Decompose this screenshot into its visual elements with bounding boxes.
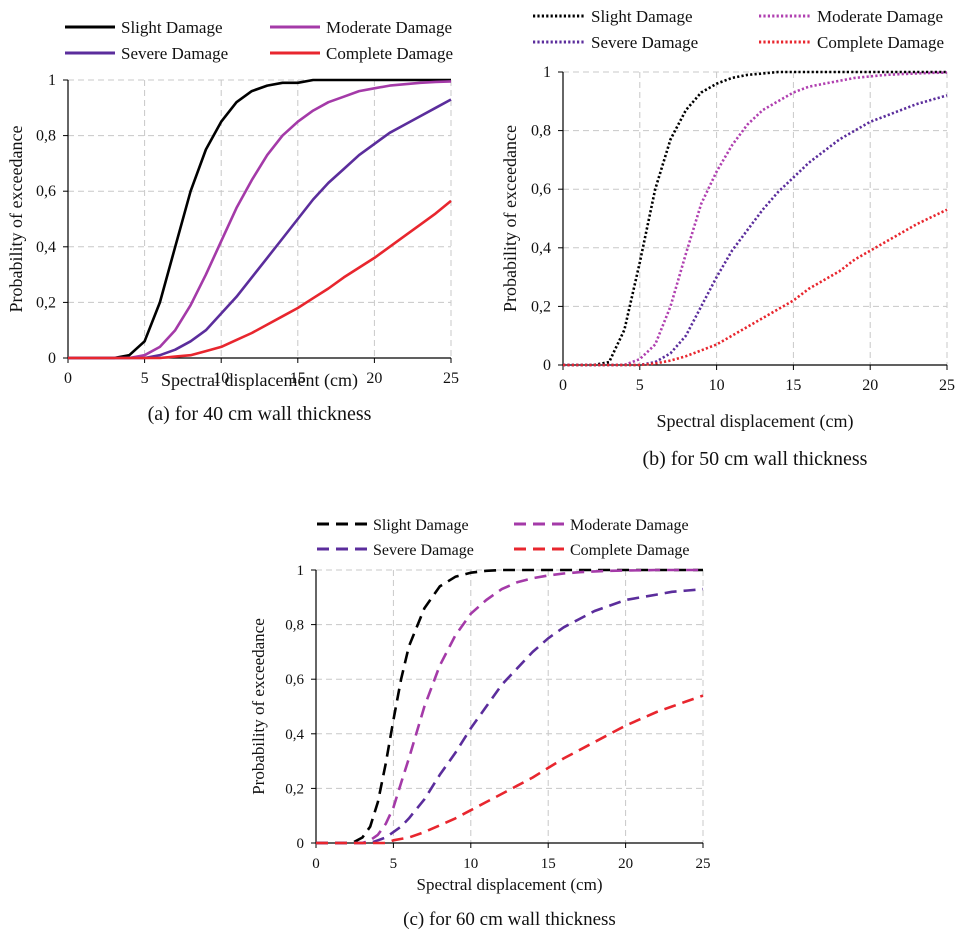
x-tick-label: 5 (390, 856, 398, 872)
series-line-slight-damage (563, 70, 947, 367)
series-line-complete-damage (68, 199, 452, 360)
y-tick-label: 0,8 (36, 128, 56, 145)
y-tick-label: 0,6 (36, 183, 56, 200)
x-tick-label: 20 (862, 377, 878, 394)
series-line-complete-damage (316, 694, 704, 845)
chart-caption: (c) for 60 cm wall thickness (403, 909, 616, 930)
legend-label: Moderate Damage (817, 7, 943, 26)
y-axis-label: Probability of exceedance (500, 125, 520, 312)
x-tick-label: 20 (366, 370, 382, 387)
legend-label: Complete Damage (326, 44, 453, 63)
series-line-complete-damage (563, 208, 948, 367)
legend-label: Severe Damage (121, 44, 228, 63)
legend-label: Complete Damage (817, 33, 944, 52)
series-line-severe-damage (316, 587, 704, 845)
y-tick-label: 1 (543, 64, 551, 81)
legend-label: Severe Damage (373, 542, 474, 559)
y-tick-label: 0,6 (285, 672, 304, 688)
y-tick-label: 0,8 (285, 618, 304, 634)
legend-label: Slight Damage (121, 18, 223, 37)
series-line-severe-damage (563, 94, 948, 367)
y-tick-label: 0,8 (531, 123, 551, 140)
y-tick-label: 0 (297, 836, 305, 852)
chart-caption: (b) for 50 cm wall thickness (643, 448, 868, 470)
x-tick-label: 15 (541, 856, 556, 872)
y-axis-label: Probability of exceedance (6, 126, 26, 313)
chart-2: 0 5 10 15 20 25 0 0,2 0,4 0,6 0,8 1 Spectral displac… (249, 517, 711, 930)
legend-label: Complete Damage (570, 542, 690, 559)
x-tick-label: 10 (709, 377, 725, 394)
legend-label: Slight Damage (373, 517, 469, 534)
legend-label: Moderate Damage (326, 18, 452, 37)
x-tick-label: 15 (785, 377, 801, 394)
x-axis-label: Spectral displacement (cm) (657, 411, 854, 432)
series-line-severe-damage (68, 98, 452, 360)
x-tick-label: 15 (290, 370, 306, 387)
chart-1: 0 5 10 15 20 25 0 0,2 0,4 0,6 0,8 1 Spectral displac… (500, 7, 955, 470)
x-tick-label: 0 (64, 370, 72, 387)
series-line-slight-damage (68, 78, 451, 360)
y-tick-label: 0,4 (531, 240, 551, 257)
y-axis-label: Probability of exceedance (249, 618, 268, 795)
x-tick-label: 25 (939, 377, 955, 394)
y-tick-label: 0,6 (531, 181, 551, 198)
y-tick-label: 1 (48, 72, 56, 89)
chart-0: 0 5 10 15 20 25 0 0,2 0,4 0,6 0,8 1 Spectral displac… (6, 18, 459, 425)
x-tick-label: 10 (463, 856, 478, 872)
x-tick-label: 5 (636, 377, 644, 394)
y-tick-label: 0,2 (285, 781, 304, 797)
x-tick-label: 5 (141, 370, 149, 387)
series-line-moderate-damage (563, 71, 948, 367)
series-line-slight-damage (316, 568, 703, 845)
y-tick-label: 0 (543, 357, 551, 374)
x-tick-label: 20 (618, 856, 633, 872)
series-line-moderate-damage (316, 568, 703, 845)
y-tick-label: 0,2 (36, 294, 56, 311)
x-axis-label: Spectral displacement (cm) (161, 370, 358, 391)
x-tick-label: 0 (559, 377, 567, 394)
y-tick-label: 0 (48, 350, 56, 367)
x-axis-label: Spectral displacement (cm) (417, 875, 603, 894)
x-tick-label: 25 (696, 856, 711, 872)
chart-caption: (a) for 40 cm wall thickness (148, 403, 372, 425)
y-tick-label: 0,4 (285, 727, 304, 743)
x-tick-label: 10 (213, 370, 229, 387)
x-tick-label: 25 (443, 370, 459, 387)
x-tick-label: 0 (312, 856, 320, 872)
y-tick-label: 0,4 (36, 239, 56, 256)
series-line-moderate-damage (68, 80, 452, 360)
y-tick-label: 1 (297, 563, 305, 579)
legend-label: Slight Damage (591, 7, 693, 26)
legend-label: Severe Damage (591, 33, 698, 52)
legend-label: Moderate Damage (570, 517, 689, 534)
y-tick-label: 0,2 (531, 298, 551, 315)
